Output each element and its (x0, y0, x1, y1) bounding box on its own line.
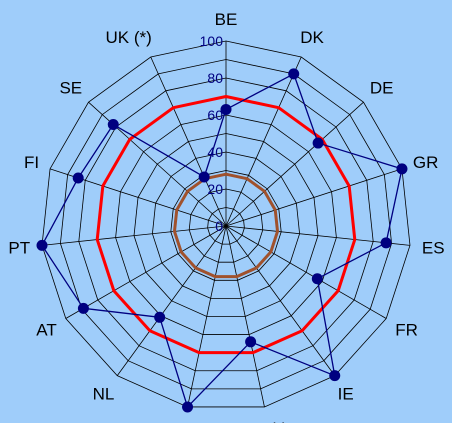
data-point (77, 302, 89, 314)
tick-label: 80 (207, 70, 223, 86)
grid-ring (152, 151, 300, 299)
category-label: IT (*) (250, 419, 287, 423)
data-point (288, 68, 300, 80)
tick-label: 0 (215, 218, 223, 234)
tick-label: 100 (200, 33, 224, 49)
series-line (172, 172, 280, 279)
category-label: DK (300, 28, 324, 47)
grid-ring (170, 170, 282, 281)
grid-spoke (225, 225, 387, 319)
tick-label: 20 (207, 181, 223, 197)
category-label: BE (215, 10, 238, 29)
data-point (182, 401, 194, 413)
category-label: FI (24, 153, 39, 172)
data-point (396, 163, 408, 175)
category-label: FR (395, 321, 418, 340)
data-point (36, 239, 48, 251)
category-label: ES (422, 239, 445, 258)
grid-spoke (116, 225, 227, 376)
category-label: DE (370, 78, 394, 97)
category-label: GR (413, 153, 439, 172)
series-layer (36, 68, 408, 413)
grid-ring (188, 188, 264, 263)
data-point (245, 336, 257, 348)
grid-spoke (41, 225, 227, 246)
data-point (380, 237, 392, 249)
category-label: UK (*) (106, 28, 152, 47)
data-point (329, 370, 341, 382)
tick-label: 40 (207, 144, 223, 160)
tick-label-layer: 0 20 40 60 80 100 (200, 33, 224, 234)
grid-ring (60, 59, 392, 390)
grid-spoke (225, 225, 336, 376)
grid-spoke (225, 56, 302, 227)
data-point (312, 137, 324, 149)
grid-spoke (225, 225, 411, 246)
category-label: SE (59, 78, 82, 97)
grid-spoke (225, 225, 265, 408)
grid-spoke (187, 225, 227, 408)
data-point (154, 311, 166, 323)
grid-spoke (150, 56, 227, 227)
category-label: LU (172, 419, 194, 423)
category-label: NL (93, 384, 115, 403)
grid-ring (41, 40, 411, 408)
grid-spoke (65, 225, 227, 319)
category-label: PT (8, 239, 30, 258)
grid-ring (133, 133, 319, 317)
category-label-layer: BE DK DE GR ES FR IE IT (*) LU NL AT PT FI SE UK (*) (8, 10, 444, 423)
grid-spoke (225, 168, 403, 227)
series-line (41, 73, 403, 408)
data-point (311, 273, 323, 285)
category-label: IE (338, 384, 354, 403)
data-point (220, 103, 232, 115)
data-point (72, 172, 84, 184)
data-point (198, 171, 210, 183)
grid-spoke (225, 101, 364, 227)
category-label: AT (36, 321, 56, 340)
tick-label: 60 (207, 107, 223, 123)
grid-ring (115, 114, 337, 335)
series-line (95, 95, 357, 355)
data-point (107, 118, 119, 130)
grid-ring (207, 207, 245, 245)
